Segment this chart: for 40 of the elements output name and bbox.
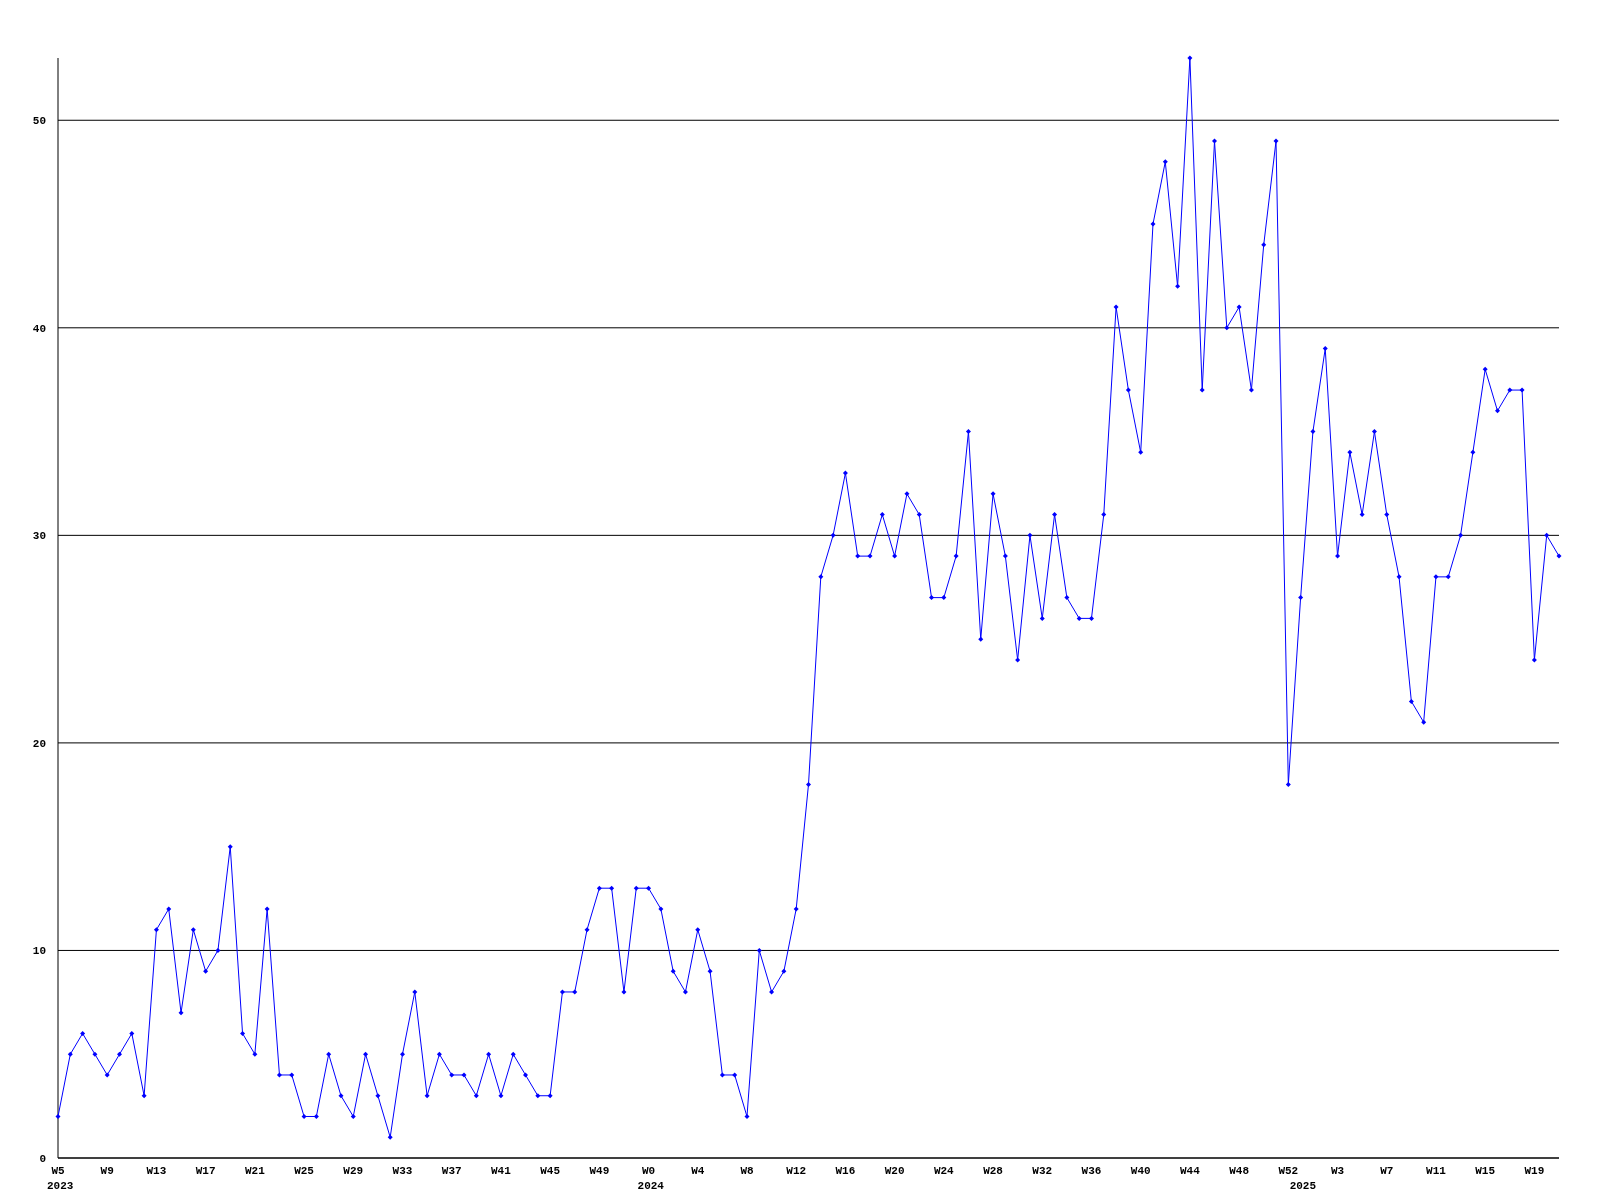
x-tick-label: W32 [1032, 1165, 1053, 1177]
x-tick-label: W16 [835, 1165, 856, 1177]
x-tick-label: W25 [294, 1165, 315, 1177]
x-tick-label: W12 [786, 1165, 807, 1177]
x-tick-label: W44 [1180, 1165, 1201, 1177]
x-tick-label: W24 [933, 1165, 955, 1177]
text: 2024 [637, 1180, 665, 1192]
x-tick-label: W29 [343, 1165, 364, 1177]
text: 2025 [1289, 1180, 1317, 1192]
y-tick-label: 20 [32, 737, 46, 750]
x-tick-label: W41 [491, 1165, 512, 1177]
x-tick-label: W17 [195, 1165, 216, 1177]
x-tick-label: W13 [146, 1165, 167, 1177]
x-tick-label: W49 [589, 1165, 610, 1177]
y-tick-label: 50 [32, 115, 46, 128]
x-tick-label: W20 [884, 1165, 905, 1177]
y-tick-label: 0 [39, 1153, 46, 1165]
x-tick-label: W11 [1426, 1165, 1447, 1177]
x-tick-label: W15 [1475, 1165, 1496, 1177]
x-tick-label: W37 [441, 1165, 462, 1177]
x-tick-label: W9 [100, 1165, 114, 1177]
x-tick-label: W19 [1524, 1165, 1545, 1177]
x-tick-label: W36 [1081, 1165, 1102, 1177]
y-tick-label: 30 [32, 530, 46, 543]
x-tick-label: W45 [540, 1165, 561, 1177]
text: 2023 [47, 1180, 74, 1192]
x-tick-label: W7 [1380, 1165, 1394, 1177]
x-tick-label: W0 [641, 1165, 656, 1177]
x-tick-label: W3 [1330, 1165, 1345, 1177]
x-tick-label: W28 [983, 1165, 1004, 1177]
x-tick-label: W21 [244, 1165, 266, 1177]
y-tick-label: 40 [32, 322, 46, 335]
x-tick-label: W40 [1130, 1165, 1151, 1177]
x-tick-label: W5 [51, 1165, 65, 1177]
x-tick-label: W8 [740, 1165, 754, 1177]
x-tick-label: W4 [691, 1165, 705, 1177]
x-tick-label: W52 [1278, 1165, 1299, 1177]
x-tick-label: W48 [1229, 1165, 1250, 1177]
x-tick-label: W33 [392, 1165, 413, 1177]
y-tick-label: 10 [32, 945, 46, 958]
